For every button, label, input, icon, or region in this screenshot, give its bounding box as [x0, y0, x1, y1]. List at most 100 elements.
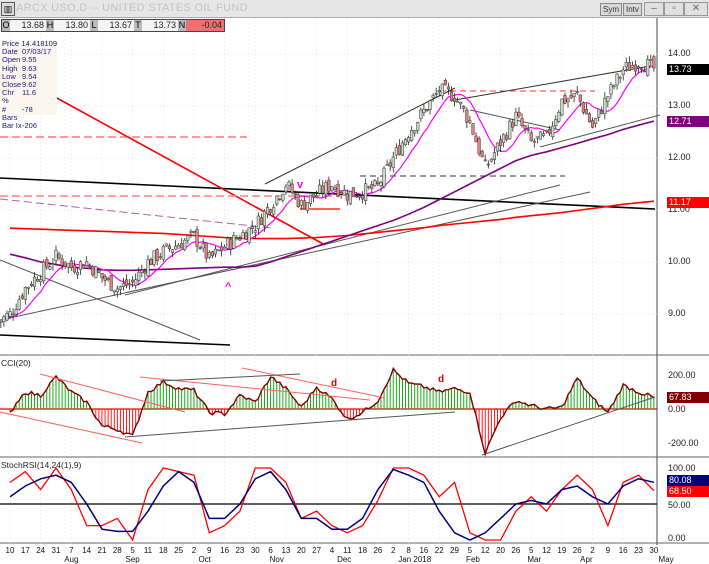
chart-icon[interactable]: ▥	[1, 2, 15, 16]
x-month-label: Sep	[125, 555, 140, 564]
candle-up	[502, 134, 506, 143]
candle-up	[572, 93, 576, 97]
x-tick-label: 14	[82, 546, 92, 555]
intv-button[interactable]: Intv	[623, 3, 642, 16]
ma-fast-line	[0, 65, 654, 323]
minimize-button[interactable]: –	[644, 2, 664, 16]
candle-down	[652, 56, 656, 69]
stochrsi-panel	[0, 466, 657, 542]
candle-down	[109, 275, 113, 291]
data-window-value: -206	[22, 121, 38, 131]
candle-up	[400, 142, 405, 156]
candle-down	[155, 249, 159, 261]
x-tick-label: 2	[191, 546, 197, 555]
candle-up	[391, 156, 395, 168]
candle-up	[247, 227, 251, 244]
x-tick-label: 4	[329, 546, 335, 555]
cci-channel	[241, 367, 386, 399]
x-tick-label: 16	[618, 546, 628, 555]
candle-down	[97, 269, 101, 273]
candle-down	[520, 118, 524, 127]
candle-up	[216, 249, 221, 252]
data-window-row: Low 9.54	[2, 71, 57, 81]
candle-down	[244, 232, 248, 240]
x-tick-label: 21	[97, 546, 107, 555]
candle-up	[177, 245, 181, 249]
candle-up	[419, 109, 423, 119]
x-tick-label: 22	[434, 546, 444, 555]
data-window-key: Low	[2, 71, 16, 81]
candle-down	[449, 91, 454, 102]
candle-up	[253, 230, 257, 233]
candle-down	[311, 194, 316, 198]
candle-down	[600, 110, 604, 114]
high-value: 13.80	[54, 20, 90, 31]
candle-up	[492, 152, 496, 161]
x-tick-label: 8	[406, 546, 411, 555]
candles	[0, 54, 656, 328]
candle-down	[578, 94, 582, 102]
open-value: 13.68	[10, 20, 46, 31]
candle-up	[636, 66, 641, 68]
candle-down	[238, 238, 242, 241]
data-window-row: # Bars -78	[2, 105, 57, 122]
candle-down	[526, 129, 530, 131]
candle-up	[2, 316, 6, 323]
candle-down	[336, 183, 340, 197]
candle-down	[29, 283, 34, 287]
maximize-icon: ▫	[672, 3, 676, 14]
candle-up	[649, 59, 653, 61]
candle-up	[373, 180, 377, 186]
candle-up	[85, 261, 89, 266]
candle-down	[517, 111, 521, 117]
candle-up	[128, 283, 132, 286]
x-tick-label: 16	[419, 546, 429, 555]
candle-down	[259, 217, 263, 226]
candle-up	[207, 251, 211, 258]
x-tick-label: 12	[542, 546, 551, 555]
stoch-k-badge: 68.50	[667, 486, 709, 497]
data-window-key: Close	[2, 80, 22, 90]
data-window-row: Open 9.55	[2, 56, 57, 64]
candle-up	[281, 193, 285, 201]
candle-down	[486, 163, 490, 166]
candle-down	[425, 109, 429, 112]
last-price-badge: 13.73	[667, 64, 709, 75]
candle-up	[39, 279, 43, 283]
cci-annotation-d: d	[438, 374, 444, 385]
x-month-label: Aug	[64, 555, 79, 564]
data-window-row: Chr % 11.6	[2, 88, 57, 106]
candle-up	[603, 97, 607, 115]
candle-up	[535, 136, 539, 139]
candle-down	[63, 261, 67, 267]
candle-down	[471, 123, 475, 135]
cci-line	[481, 396, 656, 456]
candle-up	[560, 98, 564, 116]
candle-down	[327, 179, 331, 192]
candle-down	[627, 62, 631, 71]
x-tick-label: 19	[557, 546, 567, 555]
candle-down	[57, 253, 61, 259]
candle-up	[413, 130, 417, 134]
channel-upper	[264, 87, 456, 185]
sym-button[interactable]: Sym	[600, 3, 622, 16]
candle-up	[459, 102, 463, 105]
candle-up	[54, 249, 58, 261]
candle-down	[581, 102, 585, 113]
x-month-label: Oct	[198, 555, 211, 564]
candle-down	[523, 125, 527, 130]
candle-down	[149, 259, 153, 265]
candle-up	[385, 164, 389, 166]
candle-up	[226, 238, 230, 249]
close-button[interactable]: ✕	[684, 2, 708, 16]
maximize-button[interactable]: ▫	[664, 2, 684, 16]
low-value: 13.67	[98, 20, 134, 31]
cci-line	[159, 373, 301, 382]
candle-down	[143, 271, 147, 274]
candle-down	[643, 70, 647, 73]
cci-badge: 67.83	[667, 392, 709, 403]
moving-averages	[0, 65, 655, 323]
x-tick-label: 2	[391, 546, 396, 555]
data-window-value: 11.6	[22, 88, 37, 98]
